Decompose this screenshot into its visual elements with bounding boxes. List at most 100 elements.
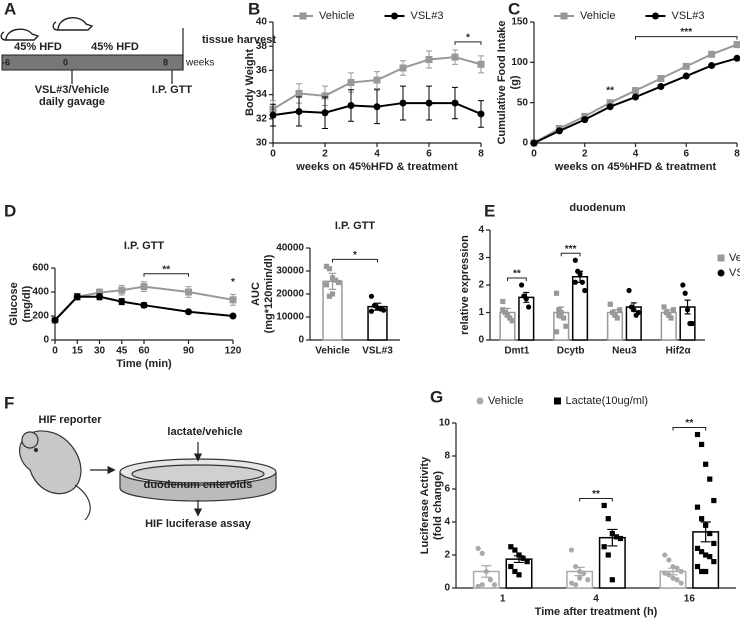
data-point — [606, 99, 614, 107]
x-tick-label: 6 — [426, 149, 432, 160]
data-point — [674, 577, 680, 583]
x-tick-label: 16 — [684, 594, 696, 605]
x-tick-label: Hif2α — [666, 346, 692, 357]
data-point — [585, 577, 591, 583]
legend-label: VSL#3 — [671, 10, 704, 22]
mouse-icon — [0, 17, 94, 41]
data-point — [508, 544, 514, 550]
data-point — [321, 92, 329, 100]
week-label: 0 — [63, 57, 68, 67]
y-tick-label: 3 — [478, 252, 484, 263]
data-point — [483, 568, 489, 575]
data-point — [347, 79, 355, 86]
data-point — [609, 577, 615, 583]
data-point — [373, 103, 381, 111]
data-point — [666, 572, 672, 578]
chart-title: I.P. GTT — [124, 240, 164, 252]
y-axis-label: Glucose — [8, 282, 20, 325]
data-point — [577, 568, 583, 575]
y-tick-label: 10 — [439, 418, 451, 429]
panel-label: E — [484, 201, 495, 220]
data-point — [96, 289, 103, 297]
y-tick-label: 34 — [256, 89, 268, 100]
panel-label: A — [4, 0, 16, 18]
legend-label: VSL#3 — [729, 267, 740, 279]
significance-bracket — [454, 41, 482, 45]
data-point — [555, 127, 563, 135]
legend-marker — [560, 12, 568, 20]
data-point — [572, 279, 578, 285]
data-point — [617, 535, 624, 542]
data-point — [451, 53, 459, 61]
x-tick-label: 2 — [322, 149, 328, 160]
significance-label: *** — [565, 244, 577, 255]
data-point — [682, 72, 690, 80]
data-point — [368, 293, 375, 299]
data-point — [670, 563, 676, 570]
gavage-label: daily gavage — [39, 96, 105, 108]
significance-label: ** — [606, 85, 614, 96]
panel-label: C — [508, 0, 520, 18]
x-tick-label: 8 — [478, 149, 484, 160]
data-point — [572, 582, 579, 588]
data-point — [689, 320, 695, 327]
data-point — [568, 547, 575, 553]
significance-bracket — [635, 36, 738, 40]
data-point — [605, 516, 611, 522]
data-point — [733, 41, 740, 49]
x-tick-label: Neu3 — [612, 346, 637, 357]
x-tick-label: 2 — [582, 149, 588, 160]
week-label: 8 — [163, 57, 168, 67]
assay-label: HIF luciferase assay — [145, 518, 252, 530]
y-axis-label: Cumulative Food Intake — [496, 20, 508, 144]
data-point — [553, 329, 560, 335]
data-point — [508, 563, 514, 570]
significance-label: * — [466, 32, 470, 43]
significance-label: ** — [162, 264, 170, 275]
data-point — [502, 309, 508, 316]
phase-label: 45% HFD — [14, 41, 62, 53]
bar — [518, 296, 535, 341]
harvest-label: tissue harvest — [202, 34, 276, 46]
significance-bracket — [143, 273, 189, 277]
x-tick-label: 4 — [374, 149, 380, 160]
x-tick-label: Dmt1 — [504, 346, 529, 357]
y-axis-label: (g) — [509, 75, 521, 89]
x-tick-label: Vehicle — [315, 346, 350, 357]
data-point — [678, 580, 684, 586]
legend-label: Vehicle — [729, 252, 740, 264]
y-tick-label: 6 — [444, 484, 450, 495]
data-point — [707, 530, 713, 537]
significance-bracket — [560, 252, 581, 257]
data-point — [577, 271, 583, 277]
data-point — [96, 293, 103, 301]
data-point — [329, 275, 336, 281]
data-point — [475, 545, 481, 552]
x-tick-label: 90 — [183, 346, 195, 357]
phase-label: 45% HFD — [91, 41, 139, 53]
x-tick-label: VSL#3 — [362, 346, 393, 357]
data-point — [512, 547, 518, 553]
data-point — [582, 287, 588, 294]
data-point — [118, 286, 126, 294]
mouse-label: HIF reporter — [39, 414, 103, 426]
gtt-label: I.P. GTT — [152, 84, 192, 96]
data-point — [516, 572, 522, 578]
data-point — [703, 461, 709, 467]
data-point — [680, 282, 686, 288]
x-tick-label: 45 — [116, 346, 128, 357]
panel-label: G — [430, 387, 443, 406]
data-point — [500, 307, 506, 313]
x-tick-label: 30 — [94, 346, 106, 357]
significance-label: ** — [513, 269, 521, 280]
significance-label: ** — [685, 418, 693, 429]
y-tick-label: 400 — [32, 287, 49, 298]
data-point — [707, 554, 713, 560]
data-point — [73, 293, 81, 301]
y-tick-label: 32 — [256, 113, 268, 124]
dish-label: duodenum enteroids — [144, 479, 253, 491]
data-point — [140, 283, 148, 291]
data-point — [635, 309, 642, 316]
data-point — [631, 307, 637, 313]
data-point — [558, 309, 564, 316]
